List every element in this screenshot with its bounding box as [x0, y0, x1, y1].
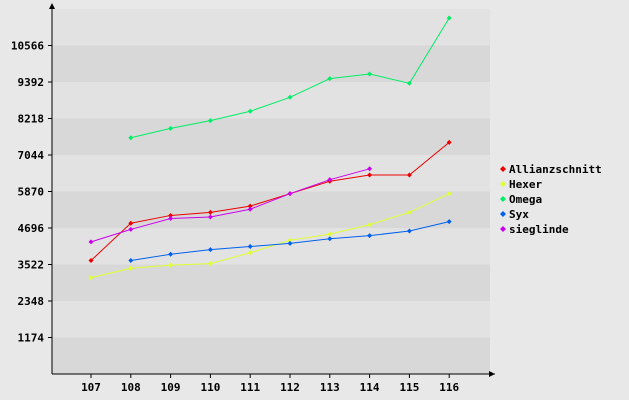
y-tick-label: 1174 — [18, 332, 45, 345]
series-point-sieglinde — [88, 239, 94, 245]
legend-marker-sieglinde — [500, 226, 506, 232]
series-point-allianzschnitt — [128, 220, 134, 226]
x-tick-label: 111 — [240, 381, 260, 394]
x-tick-label: 116 — [439, 381, 459, 394]
grid-band — [52, 191, 490, 228]
series-point-hexer — [88, 275, 94, 281]
series-point-sieglinde — [128, 226, 134, 232]
y-axis-ticks: 1174 2348 3522 4696 5870 7044 8218 9392 10566 — [11, 40, 52, 345]
series-point-syx — [247, 244, 253, 250]
series-point-omega — [207, 118, 213, 124]
series-point-sieglinde — [247, 206, 253, 212]
y-tick-label: 8218 — [18, 113, 45, 126]
legend-marker-allianzschnitt — [500, 166, 506, 172]
axes — [49, 3, 495, 377]
grid-band — [52, 45, 490, 82]
plot-series — [88, 15, 452, 281]
series-point-omega — [168, 125, 174, 131]
series-point-omega — [327, 76, 333, 82]
grid-band — [52, 301, 490, 338]
grid-band — [52, 9, 490, 46]
series-point-sieglinde — [207, 214, 213, 220]
grid-band — [52, 118, 490, 155]
legend-label-sieglinde: sieglinde — [509, 223, 569, 236]
y-tick-label: 10566 — [11, 40, 44, 53]
series-point-hexer — [367, 222, 373, 228]
series-point-omega — [128, 135, 134, 141]
series-point-sieglinde — [168, 216, 174, 222]
series-point-syx — [367, 233, 373, 239]
series-point-omega — [406, 80, 412, 86]
y-tick-label: 3522 — [18, 259, 45, 272]
y-tick-label: 5870 — [18, 186, 45, 199]
legend-label-hexer: Hexer — [509, 178, 542, 191]
series-point-hexer — [446, 191, 452, 197]
x-tick-label: 107 — [81, 381, 101, 394]
legend-label-syx: Syx — [509, 208, 529, 221]
series-point-allianzschnitt — [367, 172, 373, 178]
series-point-allianzschnitt — [88, 258, 94, 264]
x-tick-label: 109 — [161, 381, 181, 394]
series-point-syx — [327, 236, 333, 242]
series-point-hexer — [287, 237, 293, 243]
grid-band — [52, 155, 490, 192]
series-point-allianzschnitt — [168, 212, 174, 218]
series-point-syx — [287, 240, 293, 246]
y-axis-arrow — [49, 3, 55, 9]
legend-marker-omega — [500, 196, 506, 202]
legend: Allianzschnitt Hexer Omega Syx sieglinde — [500, 163, 602, 236]
series-point-hexer — [247, 250, 253, 256]
series-point-sieglinde — [327, 177, 333, 183]
series-point-hexer — [327, 231, 333, 237]
series-point-sieglinde — [287, 191, 293, 197]
x-tick-label: 110 — [200, 381, 220, 394]
series-point-allianzschnitt — [207, 209, 213, 215]
series-point-syx — [128, 258, 134, 264]
y-tick-label: 7044 — [18, 149, 45, 162]
grid-band — [52, 264, 490, 301]
grid-bands — [52, 9, 490, 374]
legend-marker-syx — [500, 211, 506, 217]
series-point-allianzschnitt — [446, 139, 452, 145]
series-point-allianzschnitt — [247, 203, 253, 209]
series-point-syx — [406, 228, 412, 234]
series-line-allianzschnitt — [90, 141, 450, 261]
series-point-syx — [207, 247, 213, 253]
legend-label-omega: Omega — [509, 193, 542, 206]
grid-band — [52, 82, 490, 119]
legend-marker-hexer — [500, 181, 506, 187]
series-point-allianzschnitt — [406, 172, 412, 178]
grid-band — [52, 337, 490, 374]
series-point-omega — [446, 15, 452, 21]
x-tick-label: 114 — [360, 381, 380, 394]
x-tick-label: 113 — [320, 381, 340, 394]
series-point-omega — [287, 94, 293, 100]
series-point-omega — [247, 108, 253, 114]
series-point-hexer — [128, 265, 134, 271]
x-tick-label: 112 — [280, 381, 300, 394]
series-line-sieglinde — [90, 168, 370, 243]
series-point-hexer — [168, 262, 174, 268]
x-tick-label: 108 — [121, 381, 141, 394]
series-line-hexer — [90, 193, 450, 279]
series-point-sieglinde — [367, 166, 373, 172]
x-axis-arrow — [489, 371, 495, 377]
x-axis-ticks: 107 108 109 110 111 112 113 114 115 116 — [81, 374, 460, 394]
x-tick-label: 115 — [399, 381, 419, 394]
series-point-syx — [168, 251, 174, 257]
y-tick-label: 2348 — [18, 295, 45, 308]
legend-label-allianzschnitt: Allianzschnitt — [509, 163, 602, 176]
y-tick-label: 4696 — [18, 222, 45, 235]
y-tick-label: 9392 — [18, 76, 45, 89]
series-point-hexer — [207, 261, 213, 267]
series-point-syx — [446, 219, 452, 225]
series-point-omega — [367, 71, 373, 77]
series-point-hexer — [406, 209, 412, 215]
